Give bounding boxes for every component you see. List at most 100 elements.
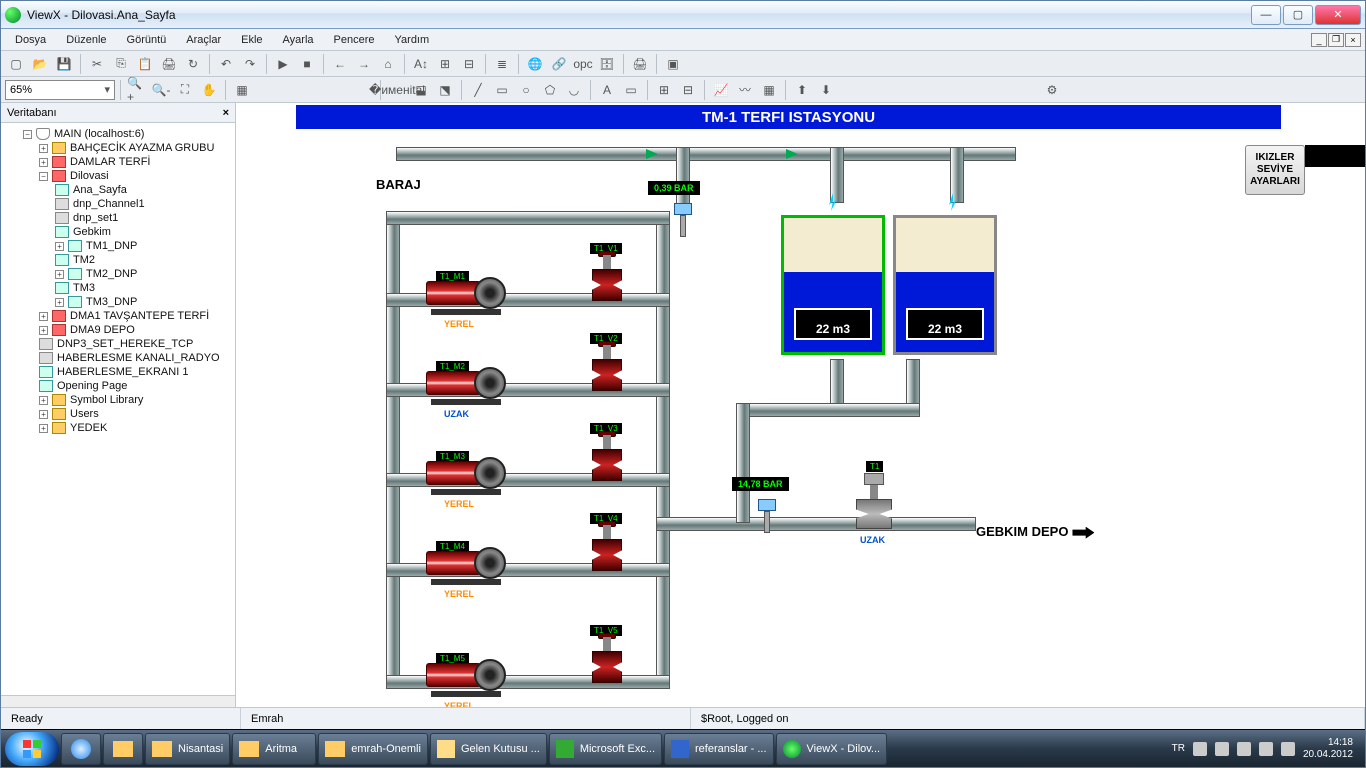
tool-b-icon[interactable]: ⊞ xyxy=(434,53,456,75)
tree-item[interactable]: DMA9 DEPO xyxy=(70,324,135,336)
pump-3[interactable]: T1_M3 YEREL xyxy=(426,451,516,495)
tree-item[interactable]: Users xyxy=(70,408,99,420)
globe-icon[interactable]: 🌐 xyxy=(524,53,546,75)
tree-item[interactable]: Opening Page xyxy=(57,380,127,392)
new-icon[interactable]: ▢ xyxy=(5,53,27,75)
task-item[interactable]: Microsoft Exc... xyxy=(549,733,662,765)
stop-icon[interactable]: ■ xyxy=(296,53,318,75)
redo-icon[interactable]: ↷ xyxy=(239,53,261,75)
zoom-combo[interactable]: 65% xyxy=(5,80,115,100)
layers-icon[interactable]: ≣ xyxy=(491,53,513,75)
mdi-minimize[interactable]: _ xyxy=(1311,33,1327,47)
pump-1[interactable]: T1_M1 YEREL xyxy=(426,271,516,315)
opc-icon[interactable]: opc xyxy=(572,53,594,75)
copy-icon[interactable]: ⎘ xyxy=(110,53,132,75)
trend-icon[interactable]: 〰 xyxy=(734,79,756,101)
start-button[interactable] xyxy=(5,732,59,766)
shape-poly-icon[interactable]: ⬠ xyxy=(539,79,561,101)
zoom-in-icon[interactable]: 🔍+ xyxy=(126,79,148,101)
tray-icon[interactable] xyxy=(1281,742,1295,756)
link-icon[interactable]: 🔗 xyxy=(548,53,570,75)
open-icon[interactable]: 📂 xyxy=(29,53,51,75)
print2-icon[interactable]: 🖨 xyxy=(629,53,651,75)
table-icon[interactable]: ▦ xyxy=(758,79,780,101)
pump-2[interactable]: T1_M2 UZAK xyxy=(426,361,516,405)
forward-icon[interactable]: → xyxy=(353,53,375,75)
task-item[interactable]: emrah-Onemli xyxy=(318,733,428,765)
menu-dosya[interactable]: Dosya xyxy=(5,32,56,48)
home-icon[interactable]: ⌂ xyxy=(377,53,399,75)
menu-duzenle[interactable]: Düzenle xyxy=(56,32,116,48)
shape-rect-icon[interactable]: ▭ xyxy=(491,79,513,101)
tree-item[interactable]: dnp_set1 xyxy=(73,212,118,224)
tree-root[interactable]: MAIN (localhost:6) xyxy=(54,128,144,140)
align-r-icon[interactable]: ⬔ xyxy=(434,79,456,101)
group-icon[interactable]: ⊞ xyxy=(653,79,675,101)
tree-item[interactable]: Symbol Library xyxy=(70,394,143,406)
tree-scrollbar[interactable] xyxy=(1,695,235,707)
tree-item[interactable]: TM2 xyxy=(73,254,95,266)
tree-item[interactable]: BAHÇECİK AYAZMA GRUBU xyxy=(70,142,214,154)
shape-line-icon[interactable]: ╱ xyxy=(467,79,489,101)
task-explorer[interactable] xyxy=(103,733,143,765)
tool-a-icon[interactable]: A↕ xyxy=(410,53,432,75)
valve-4[interactable]: T1_V4 xyxy=(586,513,628,577)
refresh-icon[interactable]: ↻ xyxy=(182,53,204,75)
tree-item[interactable]: dnp_Channel1 xyxy=(73,198,145,210)
tree-item[interactable]: Ana_Sayfa xyxy=(73,184,127,196)
tree-close-icon[interactable]: × xyxy=(223,107,229,119)
tank-1[interactable]: 22 m3 xyxy=(781,215,885,355)
menu-ayarla[interactable]: Ayarla xyxy=(273,32,324,48)
tree-item[interactable]: TM1_DNP xyxy=(86,240,137,252)
tool-c-icon[interactable]: ⊟ xyxy=(458,53,480,75)
print-icon[interactable]: 🖨 xyxy=(158,53,180,75)
menu-yardim[interactable]: Yardım xyxy=(385,32,440,48)
tree-item[interactable]: YEDEK xyxy=(70,422,107,434)
back-icon[interactable]: ← xyxy=(329,53,351,75)
cut-icon[interactable]: ✂ xyxy=(86,53,108,75)
tank-2[interactable]: 22 m3 xyxy=(893,215,997,355)
valve-3[interactable]: T1_V3 xyxy=(586,423,628,487)
tree-item[interactable]: HABERLESME KANALI_RADYO xyxy=(57,352,220,364)
output-valve[interactable]: T1 UZAK xyxy=(854,461,894,533)
menu-goruntu[interactable]: Görüntü xyxy=(117,32,177,48)
grid-icon[interactable]: ▦ xyxy=(231,79,253,101)
tray-icon[interactable] xyxy=(1215,742,1229,756)
paste-icon[interactable]: 📋 xyxy=(134,53,156,75)
system-tray[interactable]: TR 14:18 20.04.2012 xyxy=(1164,737,1361,761)
ikizler-button[interactable]: IKIZLER SEVİYE AYARLARI xyxy=(1245,145,1305,195)
text-icon[interactable]: A xyxy=(596,79,618,101)
button-icon[interactable]: ▭ xyxy=(620,79,642,101)
back-icon2[interactable]: ⬇ xyxy=(815,79,837,101)
tree-item[interactable]: TM3 xyxy=(73,282,95,294)
tree-item[interactable]: HABERLESME_EKRANI 1 xyxy=(57,366,188,378)
tray-icon[interactable] xyxy=(1193,742,1207,756)
shape-arc-icon[interactable]: ◡ xyxy=(563,79,585,101)
tray-lang[interactable]: TR xyxy=(1172,743,1185,754)
ungroup-icon[interactable]: ⊟ xyxy=(677,79,699,101)
pump-5[interactable]: T1_M5 YEREL xyxy=(426,653,516,697)
mdi-close[interactable]: × xyxy=(1345,33,1361,47)
task-item[interactable]: Aritma xyxy=(232,733,316,765)
tree-item[interactable]: Dilovasi xyxy=(70,170,109,182)
menu-ekle[interactable]: Ekle xyxy=(231,32,272,48)
clock[interactable]: 14:18 20.04.2012 xyxy=(1303,737,1353,761)
pressure-sensor-2[interactable]: 14,78 BAR xyxy=(752,495,782,533)
tray-icon[interactable] xyxy=(1237,742,1251,756)
undo-icon[interactable]: ↶ xyxy=(215,53,237,75)
minimize-button[interactable]: — xyxy=(1251,5,1281,25)
valve-1[interactable]: T1_V1 xyxy=(586,243,628,307)
task-ie[interactable] xyxy=(61,733,101,765)
task-item[interactable]: ViewX - Dilov... xyxy=(776,733,888,765)
save-icon[interactable]: 💾 xyxy=(53,53,75,75)
task-item[interactable]: referanslar - ... xyxy=(664,733,774,765)
tree-item[interactable]: TM3_DNP xyxy=(86,296,137,308)
maximize-button[interactable]: ▢ xyxy=(1283,5,1313,25)
close-button[interactable]: ✕ xyxy=(1315,5,1361,25)
hand-icon[interactable]: ✋ xyxy=(198,79,220,101)
tree-item[interactable]: DNP3_SET_HEREKE_TCP xyxy=(57,338,193,350)
valve-5[interactable]: T1_V5 xyxy=(586,625,628,689)
menu-pencere[interactable]: Pencere xyxy=(324,32,385,48)
pressure-sensor-1[interactable]: 0,39 BAR xyxy=(668,199,698,237)
db-icon[interactable]: 🗄 xyxy=(596,53,618,75)
